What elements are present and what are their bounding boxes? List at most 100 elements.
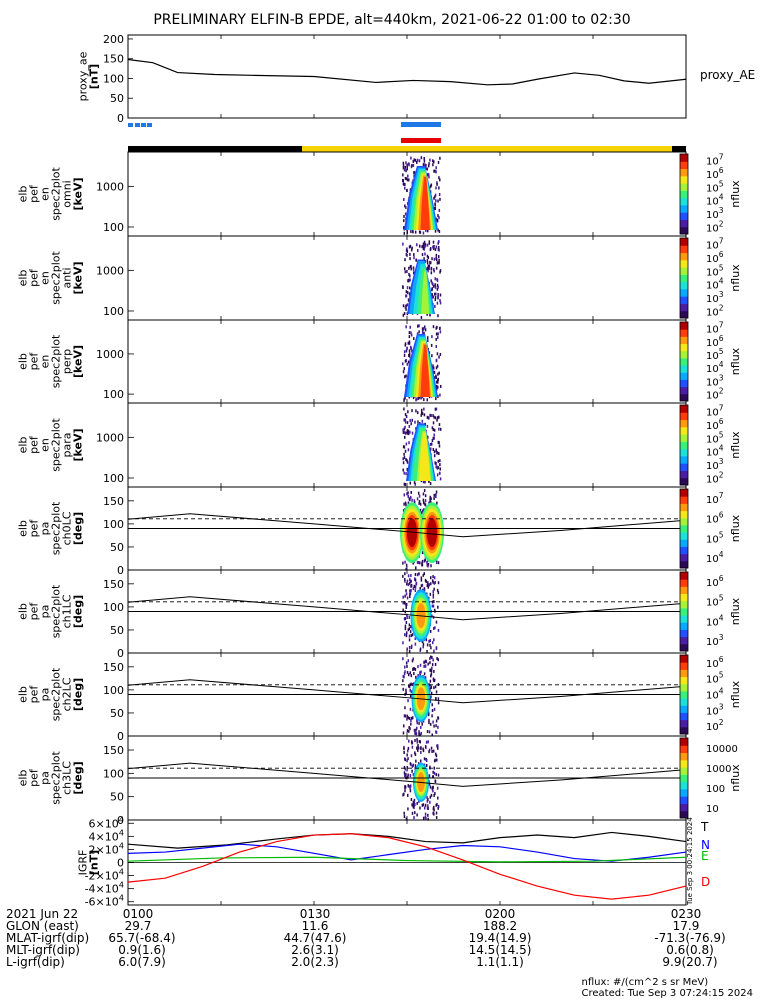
spectrogram-pixel bbox=[415, 409, 417, 413]
spectrogram-pixel bbox=[433, 493, 436, 497]
spectrogram-pixel bbox=[406, 166, 408, 170]
spectrogram-pixel bbox=[406, 616, 408, 620]
science-zone-marker bbox=[147, 123, 152, 127]
spectrogram-pixel bbox=[412, 267, 415, 271]
spectrogram-pixel bbox=[403, 353, 406, 357]
spectrogram-pixel bbox=[402, 173, 404, 177]
spectrogram-pixel bbox=[435, 245, 438, 249]
spectrogram-pixel bbox=[428, 748, 431, 752]
colorbar-swatch bbox=[680, 329, 688, 337]
igrf-legend-D: D bbox=[701, 875, 710, 889]
table-row-glon: GLON (east) 29.7 11.6 188.2 17.9 bbox=[0, 919, 775, 933]
spectrogram-pixel bbox=[428, 175, 430, 179]
colorbar-spec2plot_ch2LC bbox=[680, 655, 688, 735]
colorbar-swatch bbox=[680, 788, 688, 797]
y-axis-label-line: [nT] bbox=[88, 64, 101, 89]
y-axis-label-line: spec2plot bbox=[50, 418, 63, 472]
science-zone-marker bbox=[135, 123, 140, 127]
spectrogram-pixel bbox=[437, 746, 439, 750]
colorbar-label: nflux bbox=[729, 597, 742, 625]
colorbar-swatch bbox=[680, 560, 688, 569]
spectrogram-pixel bbox=[433, 376, 436, 380]
spectrogram-pixel bbox=[422, 163, 425, 167]
spectrogram-pixel bbox=[411, 803, 413, 807]
spectrogram-pixel bbox=[434, 248, 437, 252]
spectrogram-pixel bbox=[423, 245, 426, 249]
spectrogram-pixel bbox=[408, 634, 411, 638]
spectrogram-pixel bbox=[438, 229, 441, 233]
spectrogram-pixel bbox=[407, 784, 410, 788]
spectrogram-pixel bbox=[424, 480, 426, 484]
colorbar-tick-label: 105 bbox=[706, 530, 724, 545]
colorbar-tick-label: 106 bbox=[706, 250, 724, 265]
colorbar-swatch bbox=[680, 600, 688, 609]
spectrogram-pixel bbox=[414, 158, 417, 162]
spectrogram-pixel bbox=[429, 576, 432, 580]
spectrogram-pixel bbox=[435, 493, 437, 497]
spectrogram-pixel bbox=[406, 253, 408, 257]
spectrogram-pixel bbox=[436, 335, 439, 339]
spectrogram-pixel bbox=[408, 272, 410, 276]
y-axis-label-line: pef bbox=[28, 435, 41, 454]
spectrogram-pixel bbox=[424, 659, 427, 663]
spectrogram-pixel bbox=[424, 578, 427, 582]
colorbar-tick-label: 107 bbox=[706, 153, 724, 168]
spectrogram-pixel bbox=[426, 173, 429, 177]
spectrogram-pixel bbox=[429, 482, 432, 486]
y-axis-label-line: [keV] bbox=[72, 261, 85, 294]
colorbar-swatch bbox=[680, 204, 688, 213]
spectrogram-pixel bbox=[407, 291, 409, 295]
spectrogram-pixel bbox=[407, 279, 409, 283]
spectrogram-pixel bbox=[430, 267, 433, 271]
colorbar-tick-label: 103 bbox=[706, 206, 724, 221]
y-axis-label-line: spec2plot bbox=[50, 251, 63, 305]
colorbar-frame bbox=[679, 237, 689, 319]
spectrogram-spec2plot_ch2LC bbox=[402, 655, 440, 737]
spectrogram-pixel bbox=[433, 454, 436, 458]
spectrogram-pixel bbox=[407, 501, 410, 505]
spectrogram-pixel bbox=[402, 674, 405, 678]
spectrogram-pixel bbox=[436, 325, 438, 329]
spectrogram-pixel bbox=[427, 798, 429, 802]
spectrogram-pixel bbox=[407, 746, 410, 750]
spectrogram-pixel bbox=[410, 583, 413, 587]
spectrogram-pixel bbox=[426, 730, 429, 734]
y-axis-label-line: elb bbox=[17, 770, 30, 787]
spectrogram-pixel bbox=[405, 661, 408, 665]
spectrogram-pixel bbox=[432, 770, 434, 774]
spectrogram-pixel bbox=[419, 587, 421, 591]
spectrogram-pixel bbox=[428, 721, 430, 725]
spectrogram-pixel bbox=[435, 690, 438, 694]
spectrogram-pixel bbox=[436, 473, 439, 477]
cell: 11.6 bbox=[301, 919, 329, 933]
spectrogram-pixel bbox=[418, 499, 421, 503]
spectrogram-pixel bbox=[407, 773, 409, 777]
spectrogram-pixel bbox=[430, 646, 432, 650]
colorbar-label-text: nflux bbox=[729, 347, 742, 375]
spectrogram-pixel bbox=[421, 722, 423, 726]
colorbar-swatch bbox=[680, 219, 688, 228]
spectrogram-pixel bbox=[402, 457, 404, 461]
y-tick-label: 100 bbox=[103, 72, 124, 85]
spectrogram-pixel bbox=[405, 773, 407, 777]
spectrogram-pixel bbox=[427, 662, 429, 666]
spectrogram-pixel bbox=[433, 244, 435, 248]
y-axis-label-line: [deg] bbox=[72, 512, 85, 545]
y-tick-label: 1000 bbox=[96, 431, 124, 444]
spectrogram-pixel bbox=[437, 804, 440, 808]
spectrogram-pixel bbox=[433, 415, 435, 419]
spectrogram-pixel bbox=[436, 364, 439, 368]
spectrogram-contour bbox=[421, 270, 430, 314]
spectrogram-pixel bbox=[411, 431, 414, 435]
colorbar-spec2plot_omni bbox=[680, 154, 688, 235]
spectrogram-pixel bbox=[406, 460, 409, 464]
spectrogram-pixel bbox=[412, 803, 414, 807]
spectrogram-pixel bbox=[405, 442, 408, 446]
spectrogram-pixel bbox=[414, 230, 417, 234]
spectrogram-pixel bbox=[414, 764, 417, 768]
spectrogram-pixel bbox=[437, 459, 440, 463]
spectrogram-pixel bbox=[421, 583, 424, 587]
spectrogram-pixel bbox=[420, 584, 423, 588]
